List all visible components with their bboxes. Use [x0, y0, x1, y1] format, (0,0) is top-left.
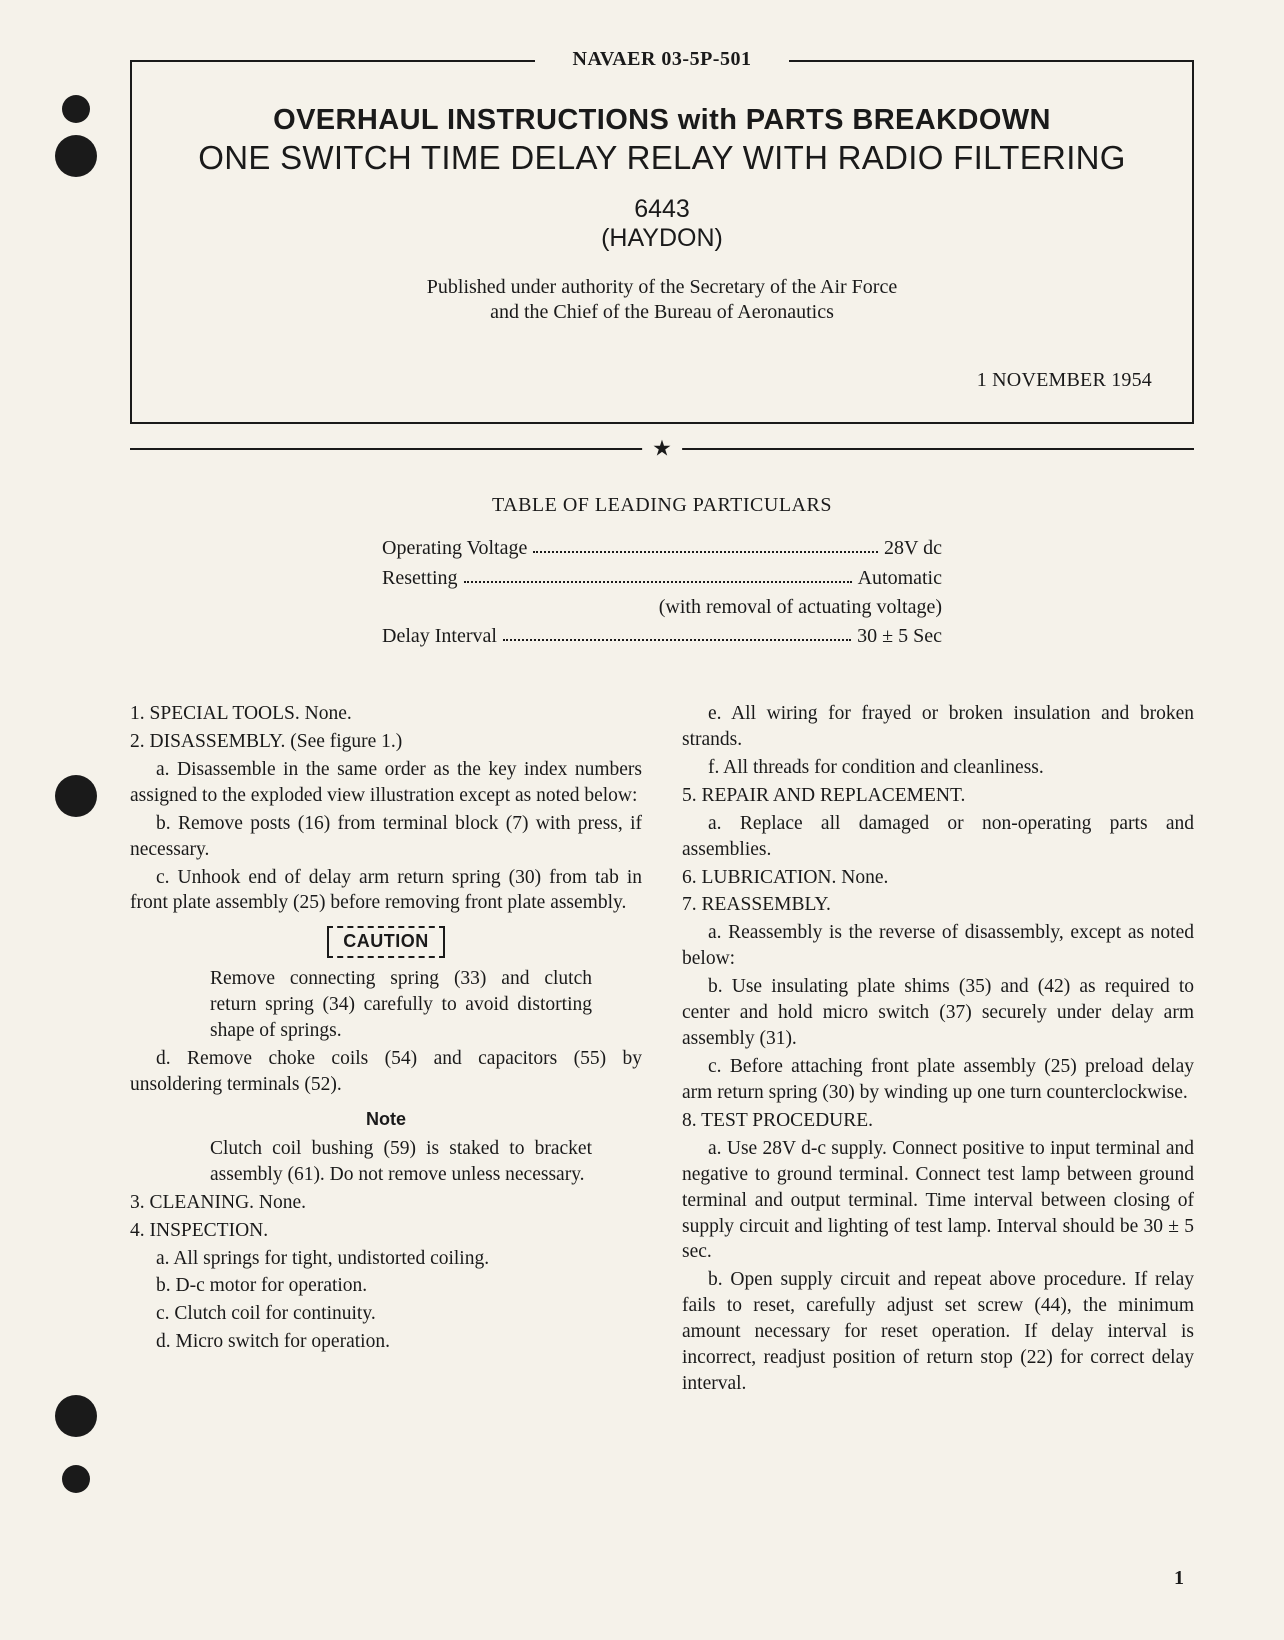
particulars-title: TABLE OF LEADING PARTICULARS [130, 494, 1194, 517]
particulars-label: Operating Voltage [382, 533, 527, 563]
leader-dots [503, 621, 851, 641]
section-5: 5. REPAIR AND REPLACEMENT. [682, 783, 1194, 809]
leading-particulars: TABLE OF LEADING PARTICULARS Operating V… [130, 494, 1194, 651]
particulars-value: 28V dc [884, 533, 942, 563]
manufacturer: (HAYDON) [172, 224, 1152, 253]
publication-date: 1 NOVEMBER 1954 [172, 369, 1152, 392]
authority-line-2: and the Chief of the Bureau of Aeronauti… [490, 301, 834, 323]
caution-box: CAUTION [130, 926, 642, 958]
section-2b: b. Remove posts (16) from terminal block… [130, 811, 642, 863]
section-7: 7. REASSEMBLY. [682, 892, 1194, 918]
document-number: NAVAER 03-5P-501 [559, 48, 766, 71]
part-number: 6443 [172, 195, 1152, 224]
particulars-note: (with removal of actuating voltage) [382, 593, 942, 621]
section-2: 2. DISASSEMBLY. (See figure 1.) [130, 729, 642, 755]
section-4c: c. Clutch coil for continuity. [130, 1301, 642, 1327]
section-8: 8. TEST PROCEDURE. [682, 1108, 1194, 1134]
section-4e: e. All wiring for frayed or broken insul… [682, 701, 1194, 753]
particulars-table: Operating Voltage 28V dc Resetting Autom… [382, 533, 942, 651]
section-2a: a. Disassemble in the same order as the … [130, 757, 642, 809]
section-2c: c. Unhook end of delay arm return spring… [130, 865, 642, 917]
section-6: 6. LUBRICATION. None. [682, 865, 1194, 891]
section-7b: b. Use insulating plate shims (35) and (… [682, 974, 1194, 1052]
note-text: Clutch coil bushing (59) is staked to br… [210, 1136, 592, 1188]
particulars-value: 30 ± 5 Sec [857, 621, 942, 651]
punch-hole [55, 775, 97, 817]
section-4f: f. All threads for condition and cleanli… [682, 755, 1194, 781]
particulars-row: Delay Interval 30 ± 5 Sec [382, 621, 942, 651]
section-4: 4. INSPECTION. [130, 1218, 642, 1244]
section-4a: a. All springs for tight, undistorted co… [130, 1246, 642, 1272]
section-2d: d. Remove choke coils (54) and capacitor… [130, 1046, 642, 1098]
document-title-sub: ONE SWITCH TIME DELAY RELAY WITH RADIO F… [172, 139, 1152, 177]
leader-dots [464, 563, 852, 583]
caution-label: CAUTION [327, 926, 445, 958]
leader-dots [533, 533, 878, 553]
punch-hole [62, 1465, 90, 1493]
particulars-label: Resetting [382, 563, 458, 593]
section-7c: c. Before attaching front plate assembly… [682, 1054, 1194, 1106]
caution-text: Remove connecting spring (33) and clutch… [210, 966, 592, 1044]
section-4d: d. Micro switch for operation. [130, 1329, 642, 1355]
punch-hole [55, 1395, 97, 1437]
publication-authority: Published under authority of the Secreta… [172, 275, 1152, 325]
particulars-value: Automatic [858, 563, 942, 593]
section-1: 1. SPECIAL TOOLS. None. [130, 701, 642, 727]
section-7a: a. Reassembly is the reverse of disassem… [682, 920, 1194, 972]
section-3: 3. CLEANING. None. [130, 1190, 642, 1216]
page-number: 1 [1174, 1567, 1184, 1590]
section-4b: b. D-c motor for operation. [130, 1273, 642, 1299]
particulars-row: Operating Voltage 28V dc [382, 533, 942, 563]
document-header-box: NAVAER 03-5P-501 OVERHAUL INSTRUCTIONS w… [130, 60, 1194, 424]
authority-line-1: Published under authority of the Secreta… [427, 276, 897, 298]
note-label: Note [130, 1108, 642, 1132]
body-columns: 1. SPECIAL TOOLS. None. 2. DISASSEMBLY. … [130, 701, 1194, 1397]
section-8a: a. Use 28V d-c supply. Connect positive … [682, 1136, 1194, 1266]
punch-hole [55, 135, 97, 177]
section-5a: a. Replace all damaged or non-operating … [682, 811, 1194, 863]
document-title-main: OVERHAUL INSTRUCTIONS with PARTS BREAKDO… [172, 104, 1152, 137]
star-divider [130, 448, 1194, 450]
section-8b: b. Open supply circuit and repeat above … [682, 1267, 1194, 1397]
particulars-row: Resetting Automatic [382, 563, 942, 593]
particulars-label: Delay Interval [382, 621, 497, 651]
punch-hole [62, 95, 90, 123]
